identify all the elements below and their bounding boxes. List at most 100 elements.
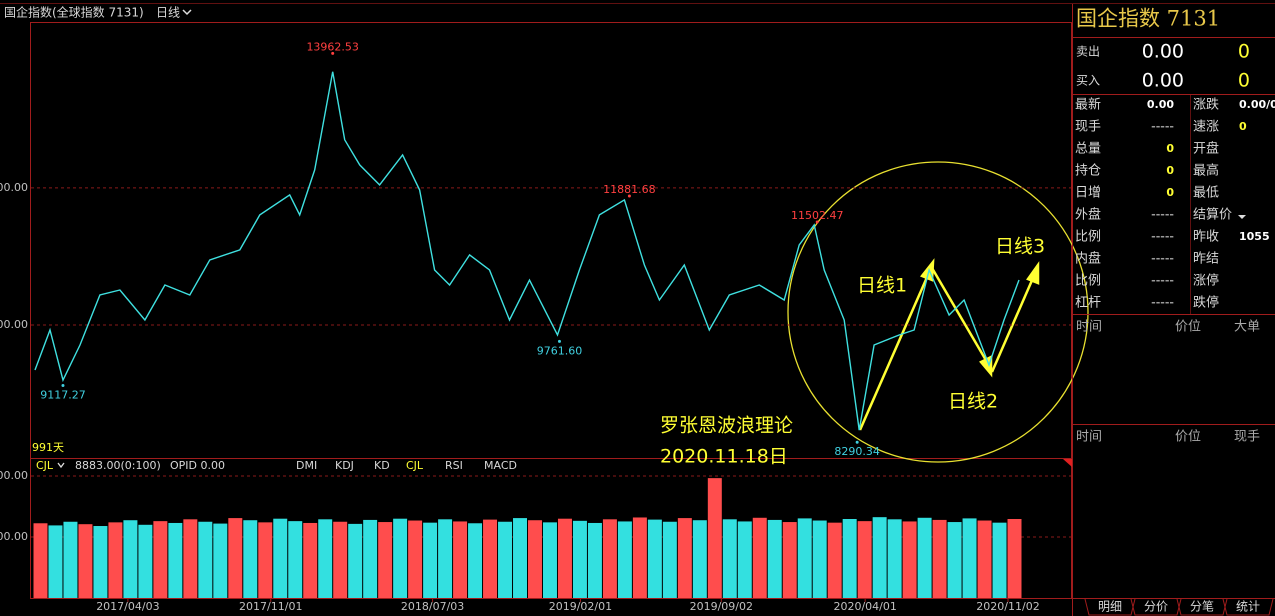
- extreme-point: [61, 384, 65, 388]
- quote-label: 最低: [1193, 186, 1219, 201]
- column-header: 现手: [1234, 430, 1260, 445]
- volume-bar: [707, 478, 722, 598]
- quote-label: 日增: [1075, 186, 1101, 201]
- caption: 罗张恩波浪理论: [660, 415, 793, 437]
- volume-bar: [198, 521, 213, 598]
- volume-bar: [947, 522, 962, 598]
- volume-bar: [632, 517, 647, 598]
- quote-value: -----: [1151, 274, 1174, 287]
- volume-bar: [78, 524, 93, 598]
- x-tick-label: 2019/02/01: [549, 600, 612, 613]
- volume-bar: [183, 519, 198, 598]
- column-header: 大单: [1234, 320, 1260, 335]
- y-tick-label: 200.00: [0, 530, 28, 543]
- volume-bar: [123, 520, 138, 598]
- volume-bar: [33, 523, 48, 598]
- wave-label: 日线3: [995, 236, 1045, 258]
- volume-bar: [378, 522, 393, 598]
- volume-bar: [453, 521, 468, 598]
- period-selector[interactable]: 日线: [156, 6, 180, 20]
- column-header: 价位: [1175, 320, 1201, 335]
- volume-bar: [213, 523, 228, 598]
- column-header: 时间: [1076, 430, 1102, 445]
- volume-bar: [737, 521, 752, 598]
- indicator-tab[interactable]: MACD: [484, 459, 517, 472]
- x-tick-label: 2020/11/02: [976, 600, 1039, 613]
- quote-label: 总量: [1075, 142, 1101, 157]
- x-tick-label: 2017/11/01: [239, 600, 302, 613]
- volume-bar: [108, 522, 123, 598]
- book-qty: 0: [1238, 41, 1250, 63]
- volume-bar: [438, 519, 453, 598]
- volume-bar: [228, 518, 243, 598]
- opid-readout: OPID 0.00: [170, 459, 225, 472]
- quote-label: 涨跌: [1193, 97, 1219, 113]
- panel-tab[interactable]: 分价: [1144, 600, 1168, 614]
- extreme-label: 13962.53: [306, 40, 359, 53]
- volume-bar: [782, 522, 797, 598]
- volume-bar: [63, 521, 78, 598]
- volume-bar: [318, 519, 333, 598]
- indicator-selector[interactable]: CJL: [36, 459, 54, 472]
- quote-label: 外盘: [1075, 207, 1101, 223]
- volume-bar: [303, 522, 318, 598]
- book-price: 0.00: [1142, 41, 1184, 63]
- indicator-tab[interactable]: RSI: [445, 459, 463, 472]
- volume-bar: [962, 518, 977, 598]
- extreme-label: 8290.34: [834, 445, 880, 458]
- volume-bar: [752, 517, 767, 598]
- dropdown-icon: [1238, 215, 1246, 219]
- extreme-label: 11881.68: [603, 183, 656, 196]
- volume-bar: [977, 520, 992, 598]
- volume-bar: [917, 517, 932, 598]
- panel-tab[interactable]: 统计: [1236, 600, 1260, 614]
- quote-label: 最新: [1075, 97, 1101, 113]
- column-header: 时间: [1076, 320, 1102, 335]
- y-tick-label: 400.00: [0, 469, 28, 482]
- volume-bar: [677, 518, 692, 598]
- volume-bar: [992, 522, 1007, 598]
- volume-bar: [168, 522, 183, 598]
- volume-bar: [393, 518, 408, 598]
- quote-label: 昨结: [1193, 252, 1219, 267]
- book-qty: 0: [1238, 70, 1250, 92]
- indicator-tab[interactable]: KD: [374, 459, 390, 472]
- volume-bar: [617, 521, 632, 598]
- quote-label: 昨收: [1193, 230, 1219, 245]
- caption: 2020.11.18日: [660, 446, 788, 468]
- volume-bar: [468, 523, 483, 598]
- panel-tab[interactable]: 分笔: [1190, 599, 1214, 614]
- volume-bar: [258, 522, 273, 598]
- quote-value: 0: [1166, 164, 1174, 177]
- quote-value: 0: [1166, 142, 1174, 155]
- volume-bar: [767, 519, 782, 598]
- book-label: 买入: [1076, 74, 1100, 88]
- chart-title: 国企指数(全球指数 7131): [4, 5, 144, 20]
- extreme-point: [627, 194, 631, 198]
- volume-bar: [872, 517, 887, 598]
- volume-bar: [572, 520, 587, 598]
- indicator-tab[interactable]: CJL: [406, 459, 424, 472]
- quote-value: -----: [1151, 296, 1174, 309]
- quote-label: 跌停: [1193, 295, 1219, 311]
- wave-label: 日线2: [948, 391, 998, 413]
- volume-bar: [528, 520, 542, 598]
- volume-bar: [557, 518, 572, 598]
- indicator-tab[interactable]: KDJ: [335, 459, 354, 472]
- book-label: 卖出: [1076, 45, 1100, 59]
- dropdown-icon: [182, 9, 192, 16]
- extreme-point: [331, 51, 335, 55]
- volume-bar: [857, 521, 872, 598]
- quote-value: 0: [1239, 120, 1247, 133]
- quote-label: 最高: [1193, 163, 1219, 179]
- volume-bar: [692, 520, 707, 598]
- volume-bar: [348, 523, 363, 598]
- panel-tab[interactable]: 明细: [1098, 600, 1122, 614]
- wave-label: 日线1: [857, 275, 907, 297]
- x-tick-label: 2017/04/03: [96, 600, 159, 613]
- extreme-point: [855, 440, 859, 444]
- tab-outline: [1222, 598, 1274, 616]
- indicator-tab[interactable]: DMI: [296, 459, 317, 472]
- volume-bar: [902, 521, 917, 598]
- book-price: 0.00: [1142, 70, 1184, 92]
